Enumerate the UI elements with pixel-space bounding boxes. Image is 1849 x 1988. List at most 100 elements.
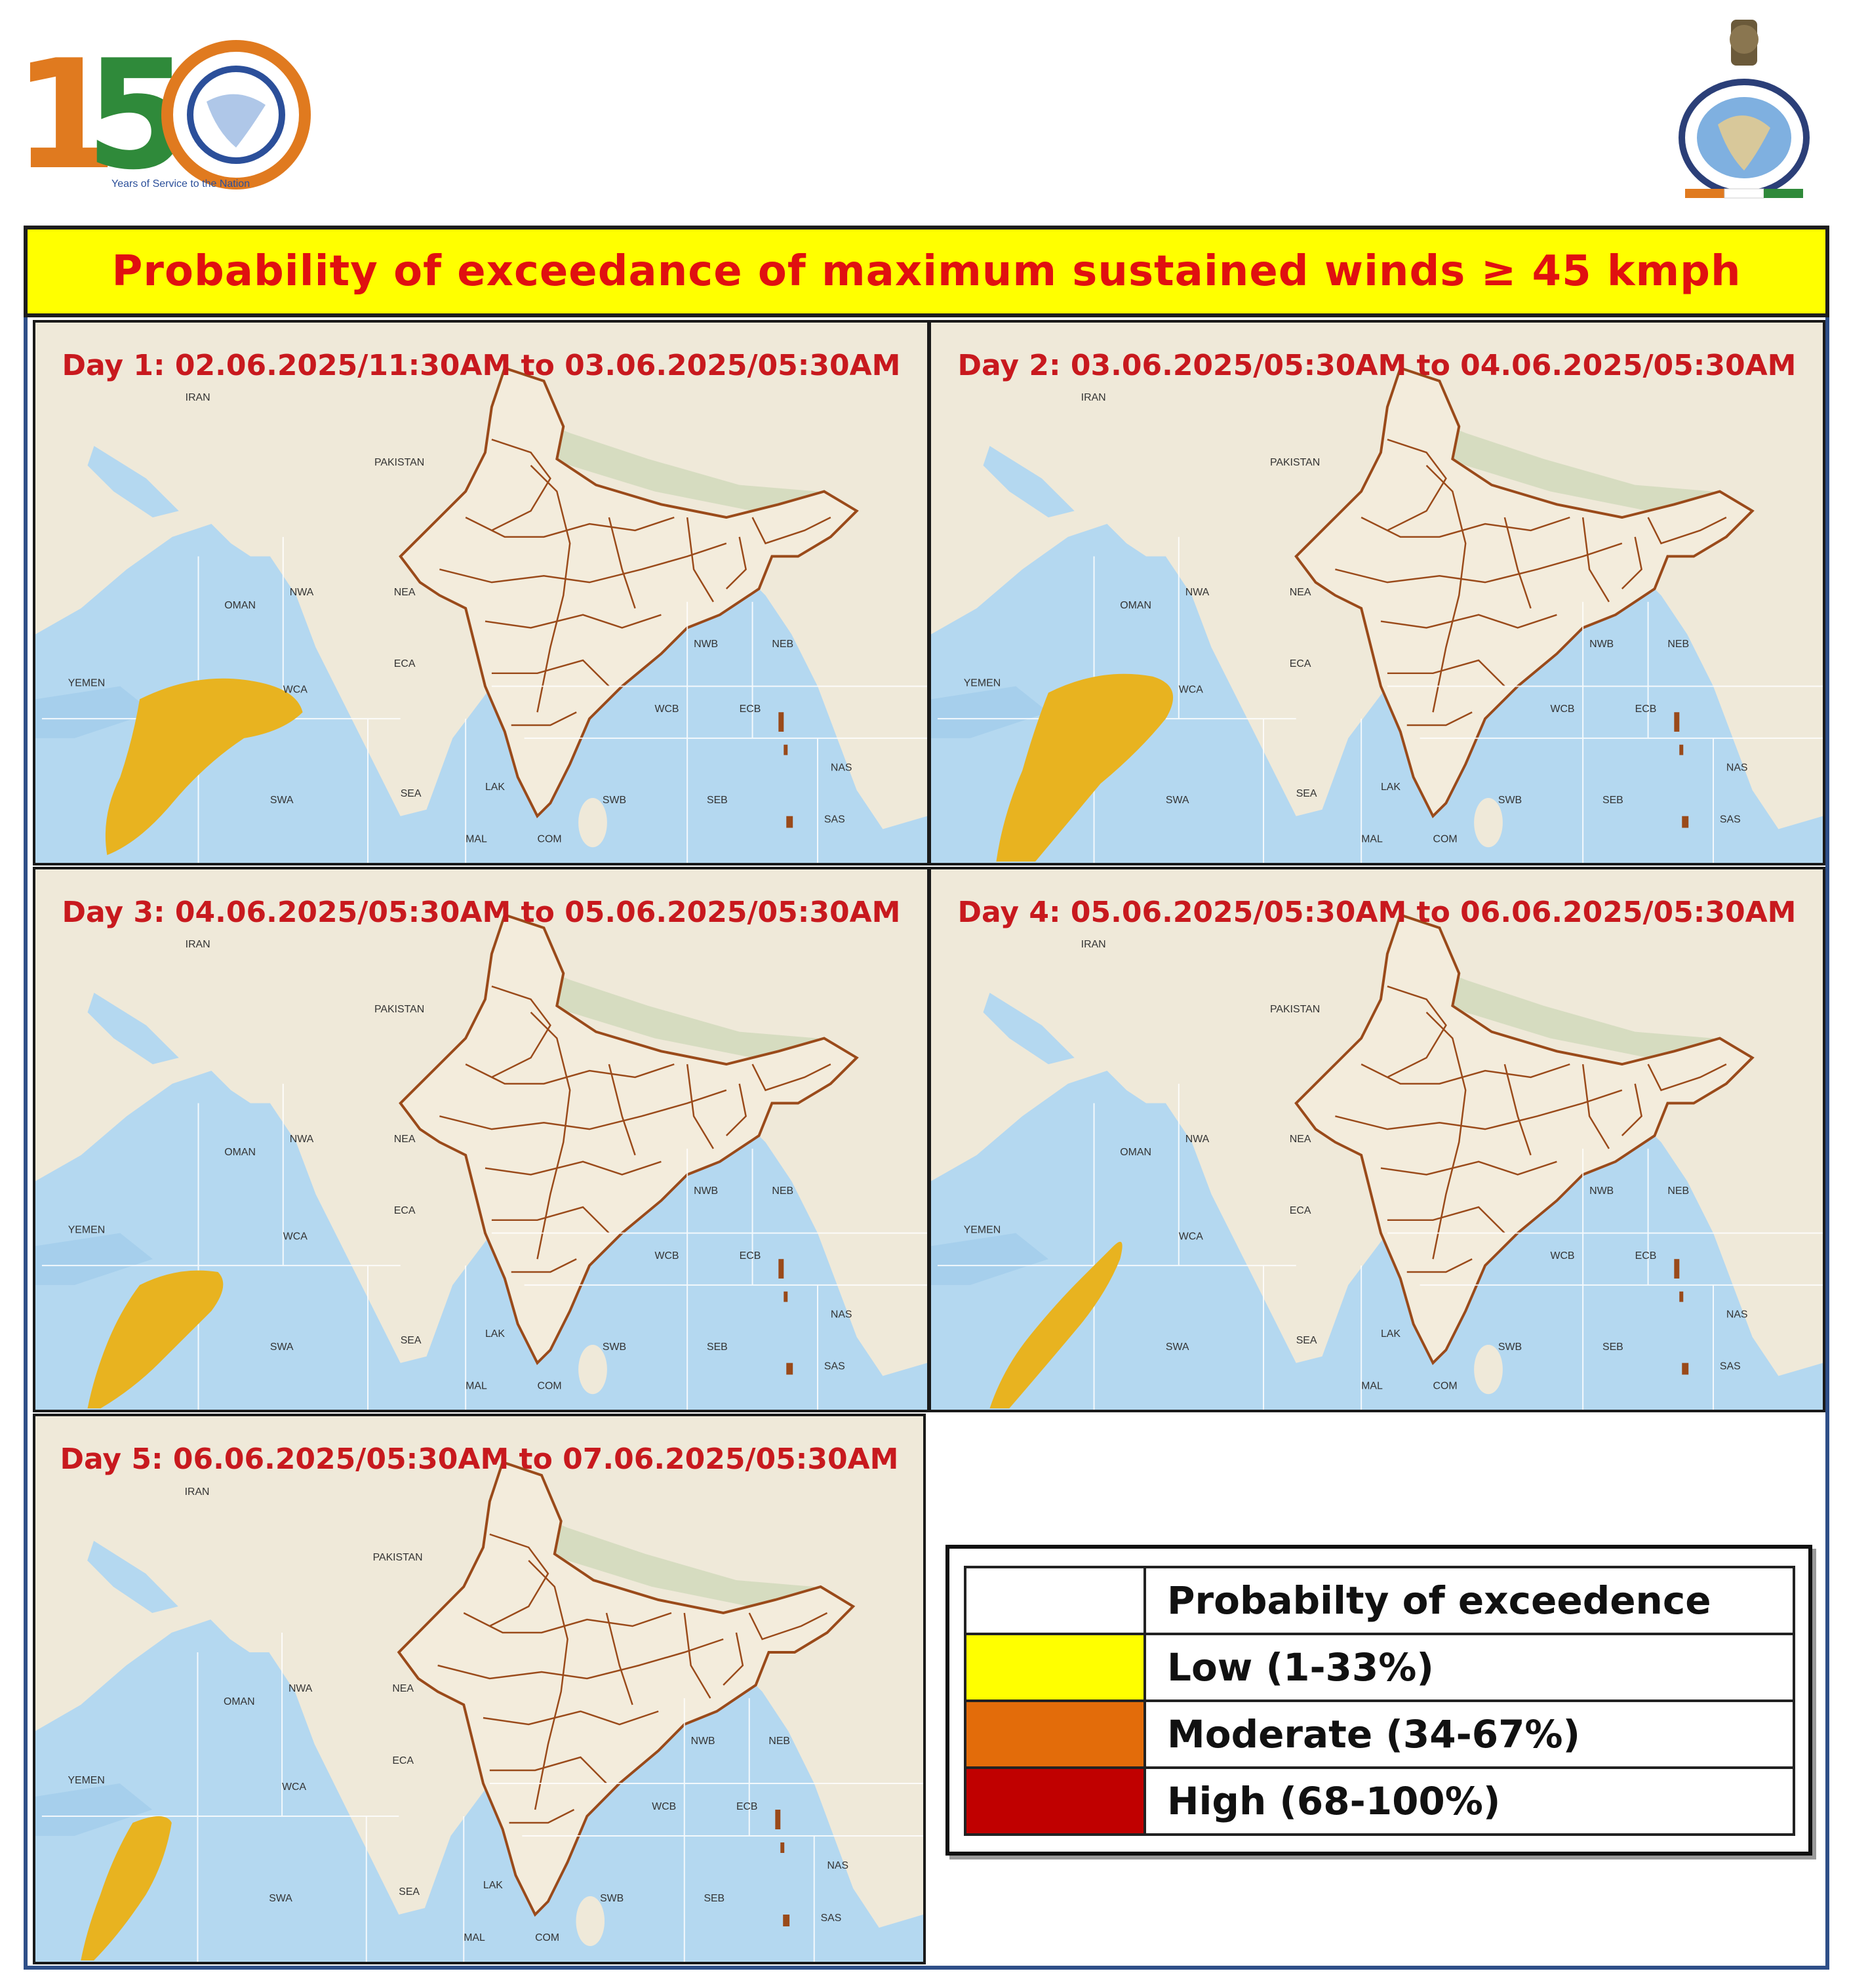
svg-text:ECA: ECA <box>1290 1205 1311 1216</box>
svg-text:WCB: WCB <box>652 1801 676 1812</box>
svg-text:SWA: SWA <box>1166 795 1189 806</box>
svg-text:YEMEN: YEMEN <box>68 1775 104 1786</box>
svg-text:PAKISTAN: PAKISTAN <box>374 1004 424 1015</box>
map-panel-day-5: NWA NEA ECA WCA SWA SEA LAK MAL COM SWB SEB WC… <box>33 1414 926 1964</box>
svg-text:ECA: ECA <box>392 1755 414 1766</box>
panel-label-day-1: Day 1: 02.06.2025/11:30AM to 03.06.2025/… <box>62 349 901 382</box>
svg-text:PAKISTAN: PAKISTAN <box>1270 457 1320 468</box>
svg-text:NAS: NAS <box>827 1860 849 1871</box>
svg-text:NEB: NEB <box>772 1185 793 1197</box>
svg-text:SEA: SEA <box>1296 788 1317 799</box>
svg-text:IRAN: IRAN <box>1081 392 1106 403</box>
svg-text:SEA: SEA <box>401 1335 422 1346</box>
svg-text:NEA: NEA <box>392 1683 414 1694</box>
svg-text:IRAN: IRAN <box>1081 939 1106 950</box>
svg-text:WCB: WCB <box>654 1250 679 1262</box>
svg-text:SWA: SWA <box>270 1342 294 1353</box>
svg-text:YEMEN: YEMEN <box>68 678 106 689</box>
basemap-day-4: NWA NEA ECA WCA SWA SEA LAK MAL COM SWB SEB WC… <box>931 869 1823 1410</box>
svg-text:SWA: SWA <box>270 795 294 806</box>
svg-text:NWB: NWB <box>694 1185 718 1197</box>
svg-text:SEA: SEA <box>399 1886 420 1898</box>
basemap-day-5: NWA NEA ECA WCA SWA SEA LAK MAL COM SWB SEB WC… <box>35 1416 923 1962</box>
svg-text:NWA: NWA <box>288 1683 313 1694</box>
svg-text:NWB: NWB <box>1589 639 1614 650</box>
svg-text:SAS: SAS <box>1720 1361 1741 1372</box>
svg-text:NWA: NWA <box>1185 1134 1210 1145</box>
svg-text:MAL: MAL <box>464 1932 485 1943</box>
legend-swatch-moderate <box>964 1700 1146 1769</box>
map-panel-day-3: NWA NEA ECA WCA SWA SEA LAK MAL COM SWB SEB WC… <box>33 867 930 1412</box>
svg-text:IRAN: IRAN <box>185 1486 210 1498</box>
svg-text:SAS: SAS <box>821 1913 842 1924</box>
svg-text:PAKISTAN: PAKISTAN <box>374 457 424 468</box>
legend: Probabilty of exceedence Low (1-33%) Mod… <box>945 1545 1812 1856</box>
svg-text:SEB: SEB <box>1602 795 1623 806</box>
svg-text:SWB: SWB <box>600 1893 624 1904</box>
legend-swatch-high <box>964 1766 1146 1836</box>
svg-text:WCA: WCA <box>282 1781 306 1793</box>
legend-row-high: High (68-100%) <box>964 1766 1795 1836</box>
svg-text:OMAN: OMAN <box>1120 600 1151 611</box>
svg-text:NAS: NAS <box>831 762 852 773</box>
svg-text:MAL: MAL <box>1361 1380 1383 1391</box>
svg-text:WCA: WCA <box>1179 1231 1203 1242</box>
figure-title: Probability of exceedance of maximum sus… <box>111 247 1741 296</box>
svg-text:LAK: LAK <box>1381 782 1401 793</box>
svg-text:COM: COM <box>1433 1380 1457 1391</box>
svg-text:ECA: ECA <box>394 658 416 669</box>
forecast-area-day-1 <box>105 678 303 856</box>
svg-text:YEMEN: YEMEN <box>964 1225 1001 1236</box>
svg-text:ECB: ECB <box>1635 1250 1657 1262</box>
legend-header: Probabilty of exceedence <box>1143 1566 1795 1635</box>
svg-text:SAS: SAS <box>824 1361 845 1372</box>
svg-text:SEB: SEB <box>704 1893 725 1904</box>
svg-text:NEA: NEA <box>394 587 416 598</box>
svg-text:LAK: LAK <box>485 1328 505 1340</box>
forecast-area-day-3 <box>87 1270 224 1409</box>
svg-text:COM: COM <box>537 833 561 845</box>
svg-text:NAS: NAS <box>831 1309 852 1320</box>
svg-text:SEA: SEA <box>1296 1335 1317 1346</box>
svg-text:NWB: NWB <box>1589 1185 1614 1197</box>
svg-text:WCB: WCB <box>1550 1250 1574 1262</box>
svg-text:NWB: NWB <box>694 639 718 650</box>
panel-label-day-4: Day 4: 05.06.2025/05:30AM to 06.06.2025/… <box>957 896 1797 929</box>
svg-text:COM: COM <box>535 1932 559 1943</box>
svg-text:MAL: MAL <box>466 833 487 845</box>
legend-row-low: Low (1-33%) <box>964 1633 1795 1702</box>
svg-text:NEB: NEB <box>772 639 793 650</box>
svg-text:COM: COM <box>537 1380 561 1391</box>
svg-text:MAL: MAL <box>466 1380 487 1391</box>
legend-swatch-low <box>964 1633 1146 1702</box>
svg-text:WCA: WCA <box>283 685 308 696</box>
logo-tagline: Years of Service to the Nation <box>111 178 250 189</box>
panel-label-day-2: Day 2: 03.06.2025/05:30AM to 04.06.2025/… <box>957 349 1797 382</box>
svg-text:COM: COM <box>1433 833 1457 845</box>
forecast-area-day-5 <box>81 1816 172 1960</box>
svg-text:SWB: SWB <box>603 795 626 806</box>
svg-text:NEB: NEB <box>1667 639 1689 650</box>
svg-text:WCB: WCB <box>1550 704 1574 715</box>
svg-text:WCA: WCA <box>283 1231 308 1242</box>
svg-text:NWA: NWA <box>290 587 314 598</box>
svg-text:SWB: SWB <box>1498 795 1522 806</box>
svg-text:IRAN: IRAN <box>186 939 210 950</box>
legend-row-moderate: Moderate (34-67%) <box>964 1700 1795 1769</box>
svg-text:ECA: ECA <box>1290 658 1311 669</box>
svg-text:IRAN: IRAN <box>186 392 210 403</box>
svg-text:NEB: NEB <box>768 1736 790 1747</box>
svg-text:PAKISTAN: PAKISTAN <box>1270 1004 1320 1015</box>
logo-digit-1: 1 <box>13 33 118 190</box>
svg-text:NEB: NEB <box>1667 1185 1689 1197</box>
svg-text:LAK: LAK <box>483 1880 503 1891</box>
forecast-area-day-4 <box>989 1241 1123 1409</box>
map-panel-day-4: NWA NEA ECA WCA SWA SEA LAK MAL COM SWB SEB WC… <box>928 867 1825 1412</box>
imd-emblem-logo <box>1665 13 1823 203</box>
svg-text:NEA: NEA <box>1290 1134 1311 1145</box>
svg-text:ECB: ECB <box>736 1801 758 1812</box>
svg-text:NEA: NEA <box>394 1134 416 1145</box>
title-bar: Probability of exceedance of maximum sus… <box>24 226 1829 317</box>
svg-text:YEMEN: YEMEN <box>964 678 1001 689</box>
map-panel-day-1: NWA NEA ECA WCA SWA SEA LAK MAL COM SWB SEB WC… <box>33 320 930 865</box>
